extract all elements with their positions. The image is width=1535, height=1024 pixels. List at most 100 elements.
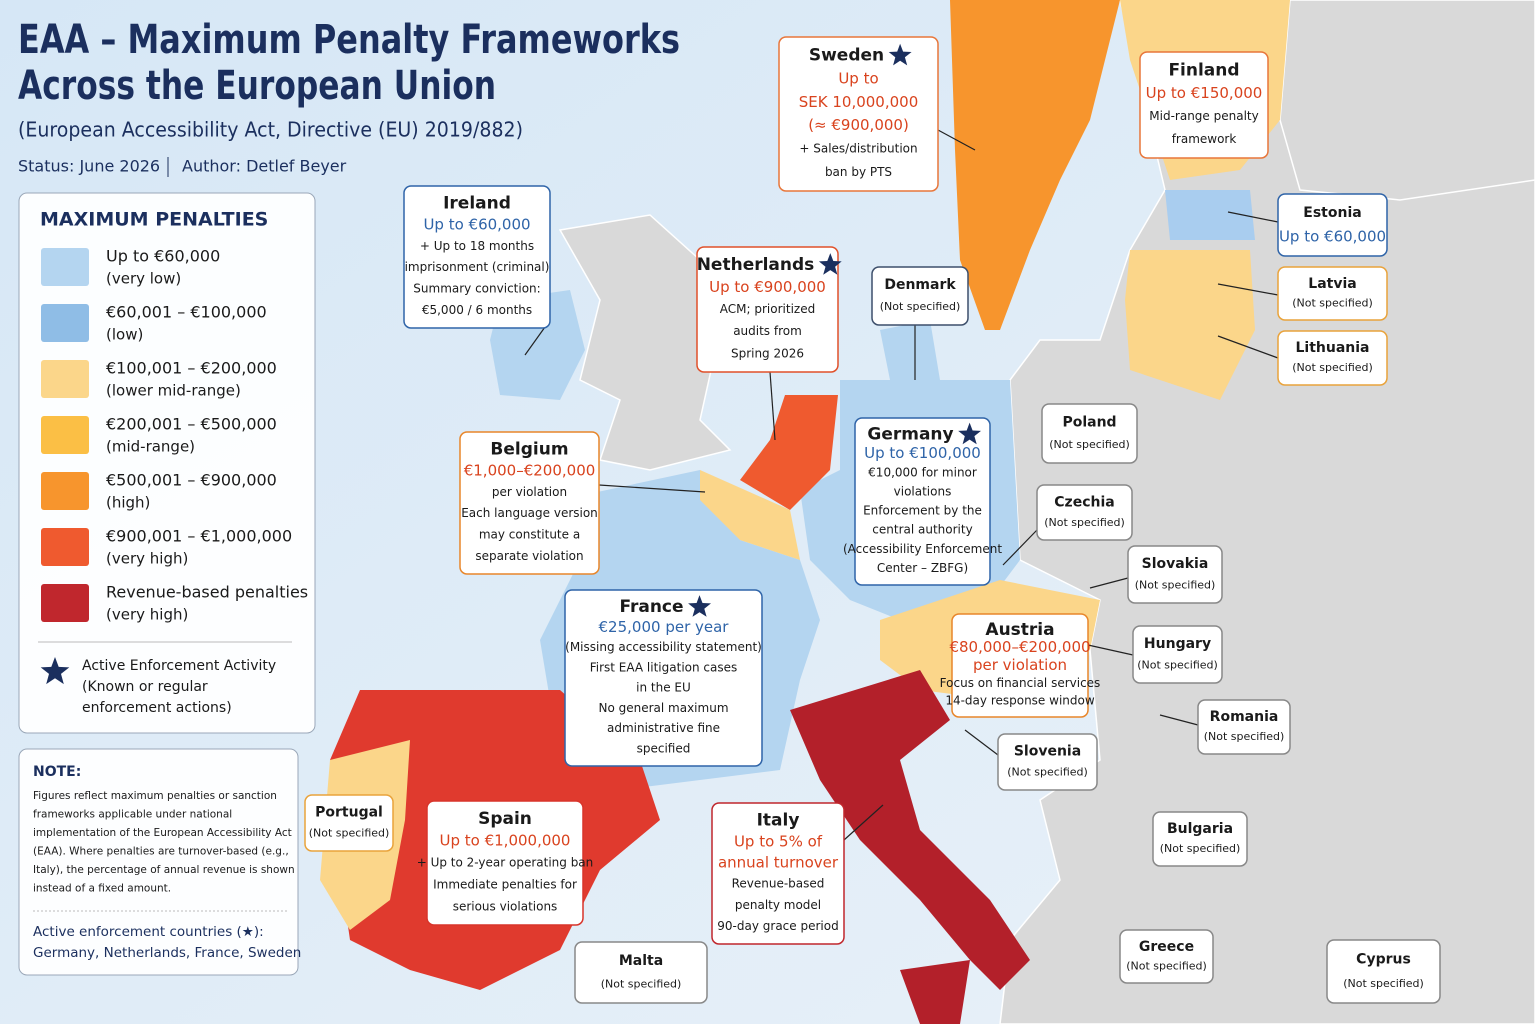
detail: (Not specified) xyxy=(1135,578,1216,591)
detail: (Not specified) xyxy=(1126,959,1207,972)
legend-sublabel: (mid-range) xyxy=(106,438,195,456)
note-text: frameworks applicable under national xyxy=(33,809,232,821)
callout-box xyxy=(997,733,1098,791)
country-callout: Romania (Not specified) xyxy=(1197,699,1291,755)
penalty: per violation xyxy=(973,656,1067,674)
legend-sublabel: (very high) xyxy=(106,550,188,568)
legend-sublabel: (very low) xyxy=(106,270,181,288)
callout-box xyxy=(1036,484,1133,541)
penalty: Up to €60,000 xyxy=(423,216,530,234)
country-name: Romania xyxy=(1210,709,1279,725)
legend-label: €60,001 – €100,000 xyxy=(106,303,267,322)
detail: audits from xyxy=(733,324,802,338)
detail: (Not specified) xyxy=(601,977,682,990)
country-name: Bulgaria xyxy=(1167,821,1233,837)
country-name: Latvia xyxy=(1308,276,1356,292)
detail: ban by PTS xyxy=(825,165,892,179)
detail: administrative fine xyxy=(607,721,720,735)
country-name: Ireland xyxy=(443,194,511,214)
country-callout: Lithuania (Not specified) xyxy=(1277,330,1388,386)
callout-box xyxy=(564,589,763,767)
detail: separate violation xyxy=(475,549,583,563)
note-title: NOTE: xyxy=(33,764,81,780)
callout-box xyxy=(1277,330,1388,386)
callout-box xyxy=(1197,699,1291,755)
detail: Revenue-based xyxy=(732,877,825,891)
detail: per violation xyxy=(492,485,567,499)
note-text: implementation of the European Accessibi… xyxy=(33,827,292,839)
penalty: SEK 10,000,000 xyxy=(799,93,919,111)
detail: specified xyxy=(637,741,691,755)
detail: + Up to 2-year operating ban xyxy=(417,856,594,870)
legend-swatch xyxy=(41,304,89,342)
country-name: Finland xyxy=(1168,61,1239,81)
country-name: Belgium xyxy=(490,440,568,460)
legend-swatch xyxy=(41,416,89,454)
detail: penalty model xyxy=(735,898,821,912)
callout-box xyxy=(574,941,708,1004)
penalty: Up to xyxy=(838,70,878,88)
detail: Summary conviction: xyxy=(413,282,540,296)
country-name: Sweden xyxy=(809,46,884,66)
subtitle: (European Accessibility Act, Directive (… xyxy=(18,118,523,142)
country-callout: Bulgaria (Not specified) xyxy=(1152,811,1248,867)
country-callout: Cyprus (Not specified) xyxy=(1326,939,1441,1004)
legend-star xyxy=(40,657,70,685)
detail: Mid-range penalty xyxy=(1149,109,1258,123)
legend-label: €900,001 – €1,000,000 xyxy=(106,527,292,546)
author: Author: Detlef Beyer xyxy=(182,157,347,176)
note-text: (EAA). Where penalties are turnover-base… xyxy=(33,846,289,858)
country-callout: Denmark (Not specified) xyxy=(871,266,969,326)
callout-box xyxy=(871,266,969,326)
detail: 14-day response window xyxy=(945,694,1095,708)
callout-box xyxy=(459,431,600,575)
country-callout: Spain Up to €1,000,000 + Up to 2-year oper… xyxy=(417,800,594,926)
penalty: Up to €100,000 xyxy=(864,444,981,462)
note-text: Italy), the percentage of annual revenue… xyxy=(33,864,295,876)
active-star xyxy=(958,422,981,445)
detail: serious violations xyxy=(453,900,558,914)
callout-box xyxy=(951,613,1089,718)
country-name: Cyprus xyxy=(1356,951,1411,967)
detail: may constitute a xyxy=(479,528,580,542)
detail: Immediate penalties for xyxy=(433,878,577,892)
callout-box xyxy=(1132,625,1223,684)
detail: + Sales/distribution xyxy=(799,142,917,156)
detail: (Not specified) xyxy=(1049,438,1130,451)
country-name: Lithuania xyxy=(1295,340,1369,356)
country-callout: Belgium €1,000–€200,000 per violation Each … xyxy=(459,431,600,575)
country-name: Slovenia xyxy=(1014,744,1081,760)
legend-star-label: (Known or regular xyxy=(82,679,208,695)
callout-box xyxy=(1277,193,1388,257)
detail: Focus on financial services xyxy=(940,676,1101,690)
legend-label: Revenue-based penalties xyxy=(106,583,308,602)
country-callout: Finland Up to €150,000 Mid-range penalty fr… xyxy=(1139,51,1269,159)
detail: (Not specified) xyxy=(1137,658,1218,671)
country-callout: Greece (Not specified) xyxy=(1119,929,1214,984)
detail: (Not specified) xyxy=(1044,516,1125,529)
country-name: Italy xyxy=(757,811,800,831)
callout-box xyxy=(1139,51,1269,159)
detail: ACM; prioritized xyxy=(720,302,815,316)
country-callout: Latvia (Not specified) xyxy=(1277,266,1388,321)
callout-box xyxy=(778,36,939,192)
legend-sublabel: (lower mid-range) xyxy=(106,382,241,400)
detail: First EAA litigation cases xyxy=(590,660,738,674)
country-callout: Hungary (Not specified) xyxy=(1132,625,1223,684)
detail: Center – ZBFG) xyxy=(877,561,968,575)
detail: 90-day grace period xyxy=(717,919,838,933)
country-callout: Sweden Up to SEK 10,000,000 (≈ €900,000) + S… xyxy=(778,36,939,192)
callout-box xyxy=(711,802,845,945)
detail: (Not specified) xyxy=(309,827,390,840)
detail: €10,000 for minor xyxy=(868,465,977,479)
country-callout: Ireland Up to €60,000 + Up to 18 months imp… xyxy=(403,185,551,329)
country-callout: Slovakia (Not specified) xyxy=(1127,545,1223,604)
legend-sublabel: (high) xyxy=(106,494,150,512)
active-star xyxy=(688,595,711,617)
detail: No general maximum xyxy=(598,701,728,715)
country-name: Czechia xyxy=(1054,494,1114,510)
